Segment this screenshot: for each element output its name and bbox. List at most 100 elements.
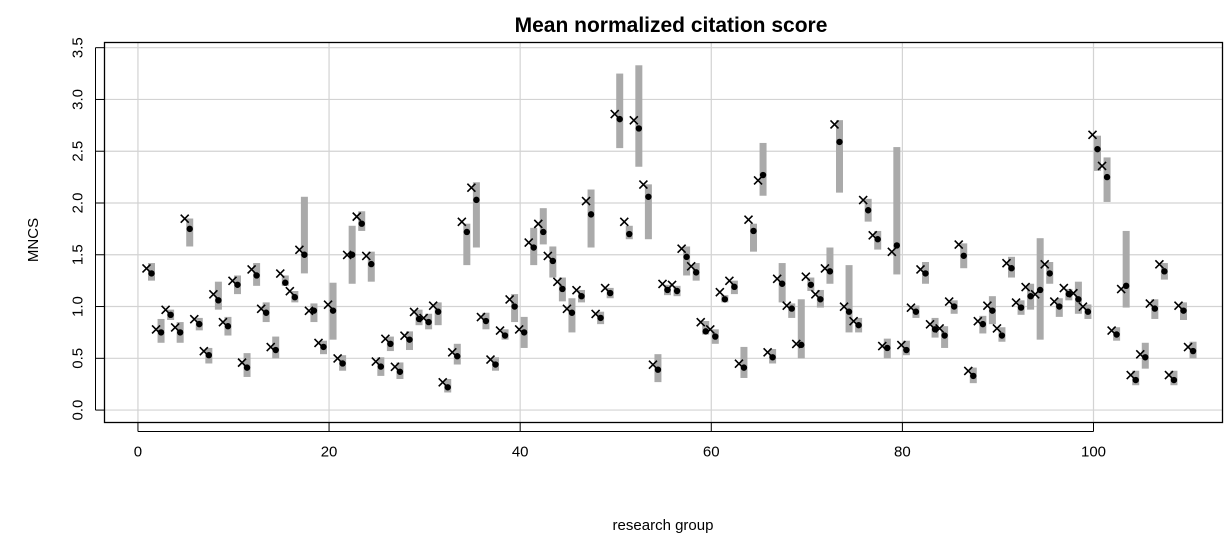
x-tick-label: 100 bbox=[1081, 444, 1106, 461]
cross-marker bbox=[657, 279, 668, 289]
dot-marker bbox=[845, 308, 853, 315]
dot-marker bbox=[903, 346, 910, 354]
dot-marker bbox=[425, 318, 432, 326]
dot-marker bbox=[654, 366, 662, 373]
dot-marker bbox=[1180, 307, 1187, 314]
cross-marker bbox=[715, 287, 725, 297]
dot-marker bbox=[664, 286, 671, 294]
dot-marker bbox=[798, 341, 805, 349]
dot-marker bbox=[884, 344, 891, 352]
cross-marker bbox=[533, 219, 543, 229]
interval-bar bbox=[893, 147, 901, 275]
dot-marker bbox=[1094, 145, 1101, 153]
dot-marker bbox=[626, 230, 633, 238]
y-tick-label: 1.5 bbox=[70, 244, 87, 265]
cross-marker bbox=[829, 119, 840, 130]
dot-marker bbox=[1046, 270, 1053, 277]
cross-marker bbox=[1049, 296, 1059, 307]
dot-marker bbox=[157, 329, 165, 336]
dot-marker bbox=[1065, 290, 1073, 298]
dot-marker bbox=[339, 360, 346, 367]
y-tick-label: 3.0 bbox=[70, 89, 87, 110]
y-tick-label: 0.5 bbox=[70, 348, 87, 369]
cross-marker bbox=[237, 358, 247, 368]
cross-marker bbox=[457, 217, 467, 227]
interval-bar bbox=[740, 346, 748, 378]
dot-marker bbox=[759, 171, 767, 179]
dot-marker bbox=[721, 296, 729, 303]
cross-marker bbox=[887, 247, 897, 257]
dot-marker bbox=[616, 115, 623, 123]
cross-marker bbox=[141, 263, 152, 273]
cross-marker bbox=[428, 301, 438, 311]
cross-marker bbox=[1145, 299, 1155, 309]
dot-marker bbox=[1170, 376, 1178, 384]
interval-bar bbox=[214, 281, 222, 310]
dot-marker bbox=[387, 340, 394, 348]
interval-bar bbox=[759, 142, 767, 196]
dot-marker bbox=[692, 269, 700, 276]
cross-marker bbox=[925, 319, 935, 329]
cross-marker bbox=[600, 283, 610, 293]
cross-marker bbox=[1087, 130, 1098, 140]
dot-marker bbox=[463, 228, 471, 236]
dot-marker bbox=[358, 220, 365, 227]
cross-marker bbox=[304, 306, 314, 316]
cross-marker bbox=[772, 274, 782, 284]
interval-bar bbox=[635, 65, 643, 167]
y-tick-label: 3.5 bbox=[70, 37, 87, 58]
cross-marker bbox=[552, 277, 562, 287]
interval-bar bbox=[826, 247, 834, 284]
dot-marker bbox=[702, 328, 709, 335]
interval-bar bbox=[186, 218, 194, 247]
dot-marker bbox=[606, 289, 614, 297]
interval-bar bbox=[845, 265, 853, 333]
cross-marker bbox=[571, 285, 582, 295]
cross-marker bbox=[495, 325, 505, 336]
dot-marker bbox=[673, 287, 681, 295]
dot-marker bbox=[243, 364, 251, 371]
dot-marker bbox=[1075, 296, 1082, 303]
cross-marker bbox=[524, 237, 534, 248]
interval-bar bbox=[587, 189, 595, 248]
cross-marker bbox=[189, 314, 199, 324]
plot-frame bbox=[103, 41, 1224, 424]
chart-title: Mean normalized citation score bbox=[515, 14, 828, 37]
cross-marker bbox=[380, 334, 390, 344]
x-tick-label: 60 bbox=[703, 444, 720, 461]
x-axis: 0 20 40 60 80 100 bbox=[134, 422, 1106, 461]
interval-bar bbox=[463, 223, 471, 266]
cross-marker bbox=[275, 269, 285, 279]
dot-marker bbox=[931, 326, 939, 333]
dot-marker bbox=[559, 285, 566, 293]
dot-marker bbox=[922, 270, 929, 277]
dot-marker bbox=[454, 353, 461, 360]
cross-marker bbox=[1040, 259, 1050, 269]
dot-marker bbox=[540, 228, 547, 236]
y-axis-label: MNCS bbox=[25, 218, 42, 262]
interval-bar bbox=[472, 182, 480, 248]
dot-marker bbox=[1122, 282, 1130, 290]
dot-marker bbox=[817, 296, 824, 303]
dot-marker bbox=[196, 320, 203, 328]
dot-marker bbox=[482, 317, 490, 325]
cross-marker bbox=[686, 261, 696, 271]
cross-marker bbox=[285, 286, 295, 296]
dot-marker bbox=[778, 280, 786, 287]
cross-marker bbox=[466, 183, 476, 193]
dot-marker bbox=[864, 207, 872, 214]
interval-bar bbox=[644, 184, 652, 240]
dot-marker bbox=[434, 308, 442, 315]
dot-marker bbox=[941, 332, 948, 339]
x-tick-label: 80 bbox=[894, 444, 911, 461]
interval-bar bbox=[616, 73, 624, 149]
dot-marker bbox=[320, 343, 327, 351]
interval-bar bbox=[300, 196, 308, 274]
dot-marker bbox=[415, 315, 423, 323]
x-axis-label: research group bbox=[613, 517, 714, 534]
dot-marker bbox=[530, 244, 537, 251]
cross-marker bbox=[1126, 370, 1136, 380]
cross-marker bbox=[982, 301, 992, 311]
dot-marker bbox=[329, 307, 337, 314]
dot-marker bbox=[769, 354, 776, 361]
